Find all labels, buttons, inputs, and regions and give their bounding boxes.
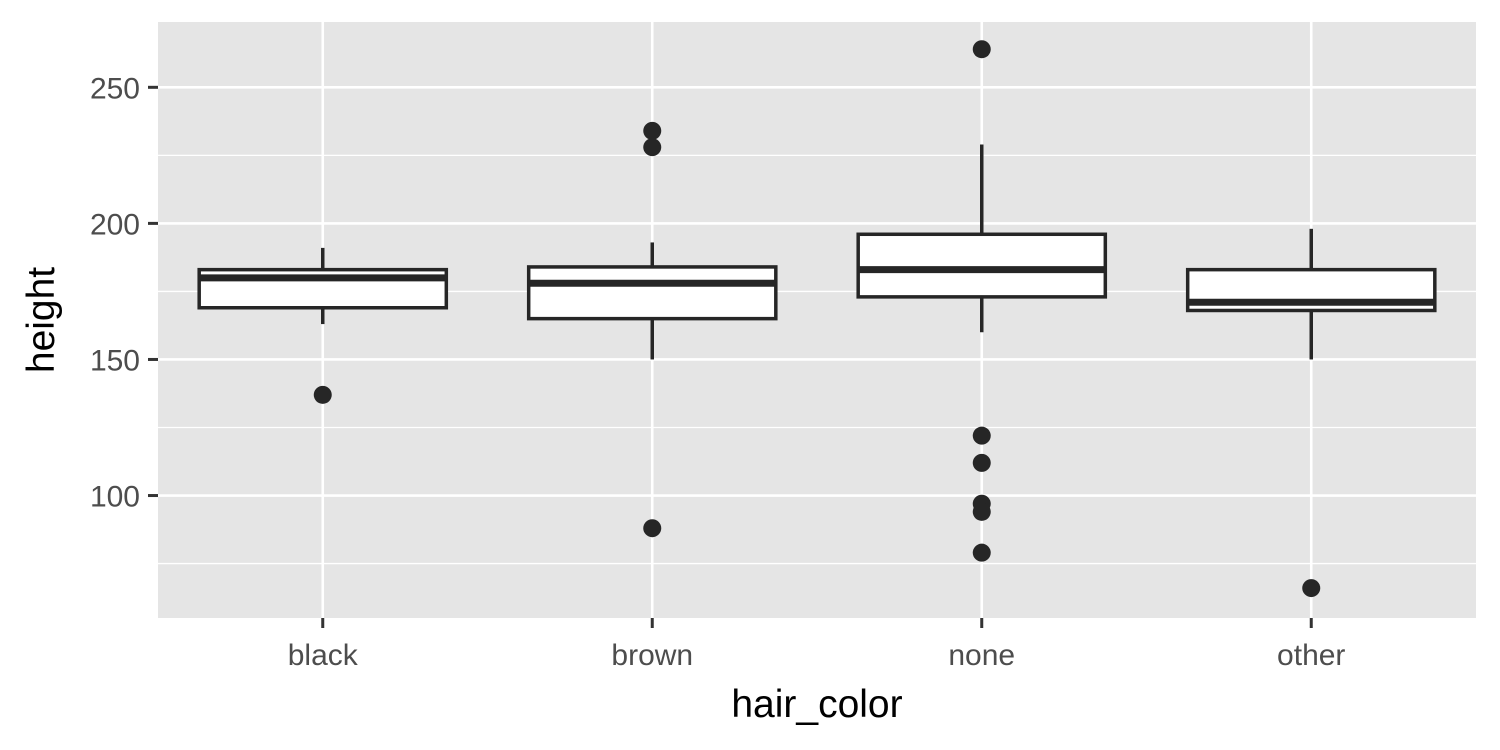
y-axis-title: height bbox=[20, 267, 63, 373]
outlier-point bbox=[643, 138, 662, 157]
outlier-point bbox=[972, 453, 991, 472]
box-other bbox=[1185, 228, 1437, 598]
outlier-point bbox=[972, 426, 991, 445]
plot-panel bbox=[158, 22, 1476, 618]
y-axis: 100 150 200 250 bbox=[90, 72, 158, 514]
outlier-point bbox=[643, 121, 662, 140]
x-axis: black brown none other bbox=[288, 618, 1345, 672]
outlier-point bbox=[972, 543, 991, 562]
box-black bbox=[197, 247, 449, 404]
x-tick-label: black bbox=[288, 639, 359, 672]
outlier-point bbox=[313, 385, 332, 404]
x-tick-label: none bbox=[948, 639, 1015, 672]
x-axis-title: hair_color bbox=[731, 683, 902, 726]
outlier-point bbox=[972, 40, 991, 59]
boxes bbox=[197, 40, 1437, 598]
grid-major bbox=[158, 22, 1476, 618]
outlier-point bbox=[1302, 579, 1321, 598]
outlier-point bbox=[972, 502, 991, 521]
y-tick-label: 150 bbox=[90, 344, 140, 377]
x-tick-label: brown bbox=[611, 639, 693, 672]
box-brown bbox=[526, 121, 778, 538]
box-iqr bbox=[526, 265, 778, 321]
x-tick-label: other bbox=[1277, 639, 1345, 672]
y-tick-label: 200 bbox=[90, 208, 140, 241]
y-tick-label: 100 bbox=[90, 481, 140, 514]
outlier-point bbox=[643, 519, 662, 538]
box-iqr bbox=[856, 232, 1108, 299]
box-none bbox=[856, 40, 1108, 562]
y-tick-label: 250 bbox=[90, 72, 140, 105]
